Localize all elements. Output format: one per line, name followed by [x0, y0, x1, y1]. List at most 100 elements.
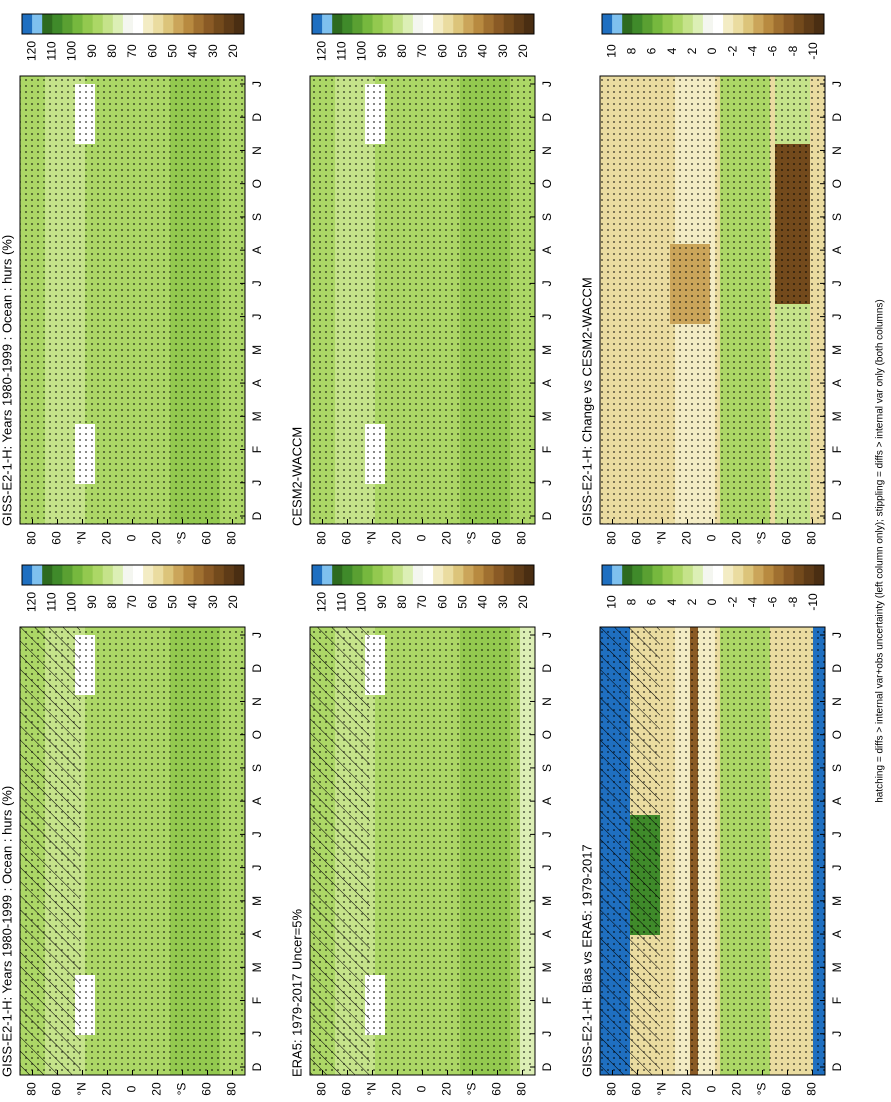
- colorbar-box: [22, 14, 33, 34]
- month-label: N: [540, 146, 554, 155]
- lat-label: 20: [680, 531, 694, 545]
- lat-label: °N: [75, 531, 89, 544]
- colorbar-box: [713, 14, 724, 34]
- month-label: F: [830, 997, 844, 1004]
- month-label: S: [830, 213, 844, 221]
- colorbar-box: [483, 14, 495, 34]
- colorbar-box: [32, 14, 43, 34]
- month-label: J: [250, 480, 264, 486]
- month-label: J: [540, 632, 554, 638]
- lat-label: 0: [125, 1085, 139, 1092]
- colorbar-box: [52, 565, 63, 585]
- month-label: M: [250, 896, 264, 906]
- month-label: J: [830, 280, 844, 286]
- lat-label: 80: [25, 531, 39, 545]
- lat-label: 80: [315, 1082, 329, 1096]
- colorbar-box: [803, 14, 815, 34]
- colorbar-box: [143, 565, 154, 585]
- colorbar-frame: [311, 13, 535, 35]
- month-label: S: [250, 213, 264, 221]
- colorbar-label: -4: [746, 45, 760, 56]
- colorbar-box: [682, 14, 694, 34]
- lat-label: °N: [365, 531, 379, 544]
- colorbar-box: [632, 565, 643, 585]
- panel: ERA5: 1979-2017 Uncer=5% 80 60 °N 20 0 20 °S 60 8…: [289, 564, 554, 1096]
- colorbar-label: 30: [496, 595, 510, 609]
- colorbar-box: [163, 14, 174, 34]
- panel: GISS-E2-1-H: Years 1980-1999 : Ocean : h…: [0, 564, 264, 1096]
- colorbar-label: 50: [166, 44, 180, 58]
- colorbar-box: [483, 565, 495, 585]
- colorbar-box: [322, 565, 333, 585]
- lat-label: 60: [340, 1082, 354, 1096]
- month-label: J: [540, 831, 554, 837]
- month-label: A: [250, 930, 264, 938]
- colorbar-box: [632, 14, 643, 34]
- month-label: D: [830, 664, 844, 673]
- month-label: J: [540, 314, 554, 320]
- colorbar-box: [642, 565, 653, 585]
- colorbar-box: [332, 565, 343, 585]
- colorbar-box: [702, 565, 714, 585]
- footnote: hatching = diffs > internal var+obs unce…: [875, 299, 886, 803]
- stippling: [20, 76, 245, 524]
- colorbar-box: [753, 14, 764, 34]
- lat-label: 80: [515, 531, 529, 545]
- colorbar-frame: [21, 564, 245, 586]
- colorbar-box: [62, 565, 73, 585]
- lat-label: °S: [175, 1083, 189, 1096]
- hatching: [310, 627, 370, 1075]
- colorbar-box: [773, 14, 785, 34]
- lat-label: °S: [755, 532, 769, 545]
- colorbar-label: -6: [766, 596, 780, 607]
- colorbar-box: [72, 14, 84, 34]
- colorbar-box: [312, 14, 323, 34]
- colorbar-label: 40: [186, 44, 200, 58]
- colorbar-box: [352, 565, 363, 585]
- colorbar-box: [412, 565, 424, 585]
- month-label: J: [830, 480, 844, 486]
- colorbar-box: [793, 14, 805, 34]
- lat-label: °N: [365, 1082, 379, 1095]
- month-label: A: [830, 379, 844, 387]
- month-label: M: [540, 411, 554, 421]
- colorbar-box: [682, 565, 694, 585]
- colorbar-frame: [311, 564, 535, 586]
- colorbar-label: 4: [665, 598, 679, 605]
- colorbar-box: [352, 14, 363, 34]
- month-label: M: [540, 962, 554, 972]
- month-label: J: [250, 831, 264, 837]
- month-label: J: [250, 632, 264, 638]
- month-label: J: [830, 865, 844, 871]
- colorbar-label: 120: [24, 41, 38, 61]
- lat-label: 80: [805, 531, 819, 545]
- colorbar-label: 110: [334, 41, 348, 60]
- month-label: J: [830, 1031, 844, 1037]
- hatching: [600, 627, 660, 1075]
- colorbar-label: 60: [145, 595, 159, 609]
- lat-label: 80: [225, 531, 239, 545]
- lat-label: 80: [515, 1082, 529, 1096]
- colorbar-box: [122, 14, 134, 34]
- colorbar-box: [133, 565, 144, 585]
- colorbar-box: [463, 14, 474, 34]
- colorbar-box: [342, 565, 353, 585]
- colorbar-label: 20: [226, 44, 240, 58]
- colorbar-box: [813, 14, 825, 34]
- colorbar-label: 20: [226, 595, 240, 609]
- colorbar-box: [793, 565, 805, 585]
- colorbar-box: [82, 565, 94, 585]
- month-label: F: [250, 446, 264, 453]
- colorbar-label: 110: [334, 592, 348, 611]
- colorbar-box: [503, 14, 515, 34]
- month-label: D: [830, 113, 844, 122]
- month-label: N: [540, 697, 554, 706]
- month-label: A: [250, 797, 264, 805]
- lat-label: 20: [100, 531, 114, 545]
- colorbar-box: [332, 14, 343, 34]
- month-label: J: [830, 81, 844, 87]
- month-label: J: [250, 865, 264, 871]
- colorbar-box: [662, 14, 674, 34]
- colorbar-box: [493, 565, 505, 585]
